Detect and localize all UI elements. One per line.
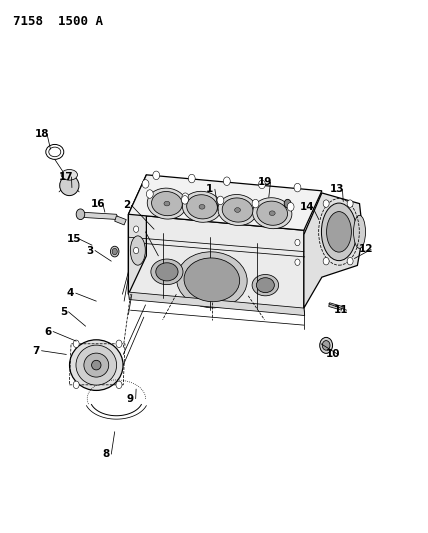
Circle shape [134,247,139,254]
Circle shape [142,180,149,188]
Ellipse shape [269,211,275,215]
Ellipse shape [321,203,357,261]
Polygon shape [304,193,363,308]
Ellipse shape [182,191,222,222]
Ellipse shape [327,212,351,252]
Ellipse shape [187,195,217,219]
Ellipse shape [147,188,187,219]
Text: 15: 15 [66,234,81,244]
Text: 7158  1500 A: 7158 1500 A [13,15,103,28]
Circle shape [295,259,300,265]
Ellipse shape [59,175,79,196]
Circle shape [182,193,189,201]
Text: 5: 5 [60,307,67,317]
Ellipse shape [184,258,240,302]
Ellipse shape [256,278,274,293]
Circle shape [295,239,300,246]
Text: 19: 19 [258,177,273,187]
Text: 1: 1 [206,184,213,194]
Polygon shape [329,303,342,310]
Circle shape [223,177,230,185]
Circle shape [217,196,224,205]
Text: 3: 3 [86,246,93,255]
Circle shape [259,180,265,189]
Circle shape [287,203,294,211]
Ellipse shape [253,198,292,229]
Circle shape [347,200,353,207]
Text: 9: 9 [127,394,134,403]
Circle shape [134,226,139,232]
Circle shape [110,246,119,257]
Ellipse shape [222,198,253,222]
Polygon shape [128,292,305,316]
Text: 16: 16 [90,199,105,208]
Circle shape [252,199,259,208]
Circle shape [146,190,153,198]
Ellipse shape [69,340,123,390]
Polygon shape [115,216,126,225]
Ellipse shape [354,215,366,248]
Ellipse shape [164,201,170,206]
Circle shape [73,381,79,389]
Circle shape [347,257,353,265]
Text: 14: 14 [300,202,315,212]
Polygon shape [80,212,119,220]
Polygon shape [128,214,304,310]
Circle shape [181,196,188,204]
Circle shape [76,209,85,220]
Text: 12: 12 [359,245,373,254]
Circle shape [323,257,329,265]
Circle shape [323,200,329,207]
Circle shape [153,171,160,180]
Polygon shape [128,175,146,294]
Text: 11: 11 [334,305,349,315]
Ellipse shape [92,360,101,370]
Text: 4: 4 [67,288,74,298]
Ellipse shape [151,259,183,285]
Ellipse shape [84,353,109,377]
Text: 18: 18 [35,130,49,139]
Text: 17: 17 [59,172,74,182]
Polygon shape [128,175,322,230]
Ellipse shape [218,195,257,225]
Text: 10: 10 [326,350,340,359]
Circle shape [116,381,122,389]
Circle shape [116,340,122,348]
Circle shape [284,199,291,208]
Ellipse shape [257,201,288,225]
Text: 8: 8 [103,449,110,459]
Ellipse shape [320,337,333,353]
Circle shape [188,174,195,183]
Ellipse shape [61,169,77,180]
Ellipse shape [235,208,241,212]
Ellipse shape [199,205,205,209]
Text: 6: 6 [45,327,51,336]
Ellipse shape [76,345,116,385]
Text: 2: 2 [123,200,130,210]
Circle shape [73,340,79,348]
Ellipse shape [322,341,330,350]
Circle shape [112,248,117,255]
Ellipse shape [152,191,182,216]
Text: 13: 13 [330,184,345,194]
Ellipse shape [177,252,247,308]
Ellipse shape [252,274,279,296]
Ellipse shape [156,263,178,281]
Ellipse shape [130,236,146,265]
Circle shape [294,183,301,192]
Text: 7: 7 [33,346,40,356]
